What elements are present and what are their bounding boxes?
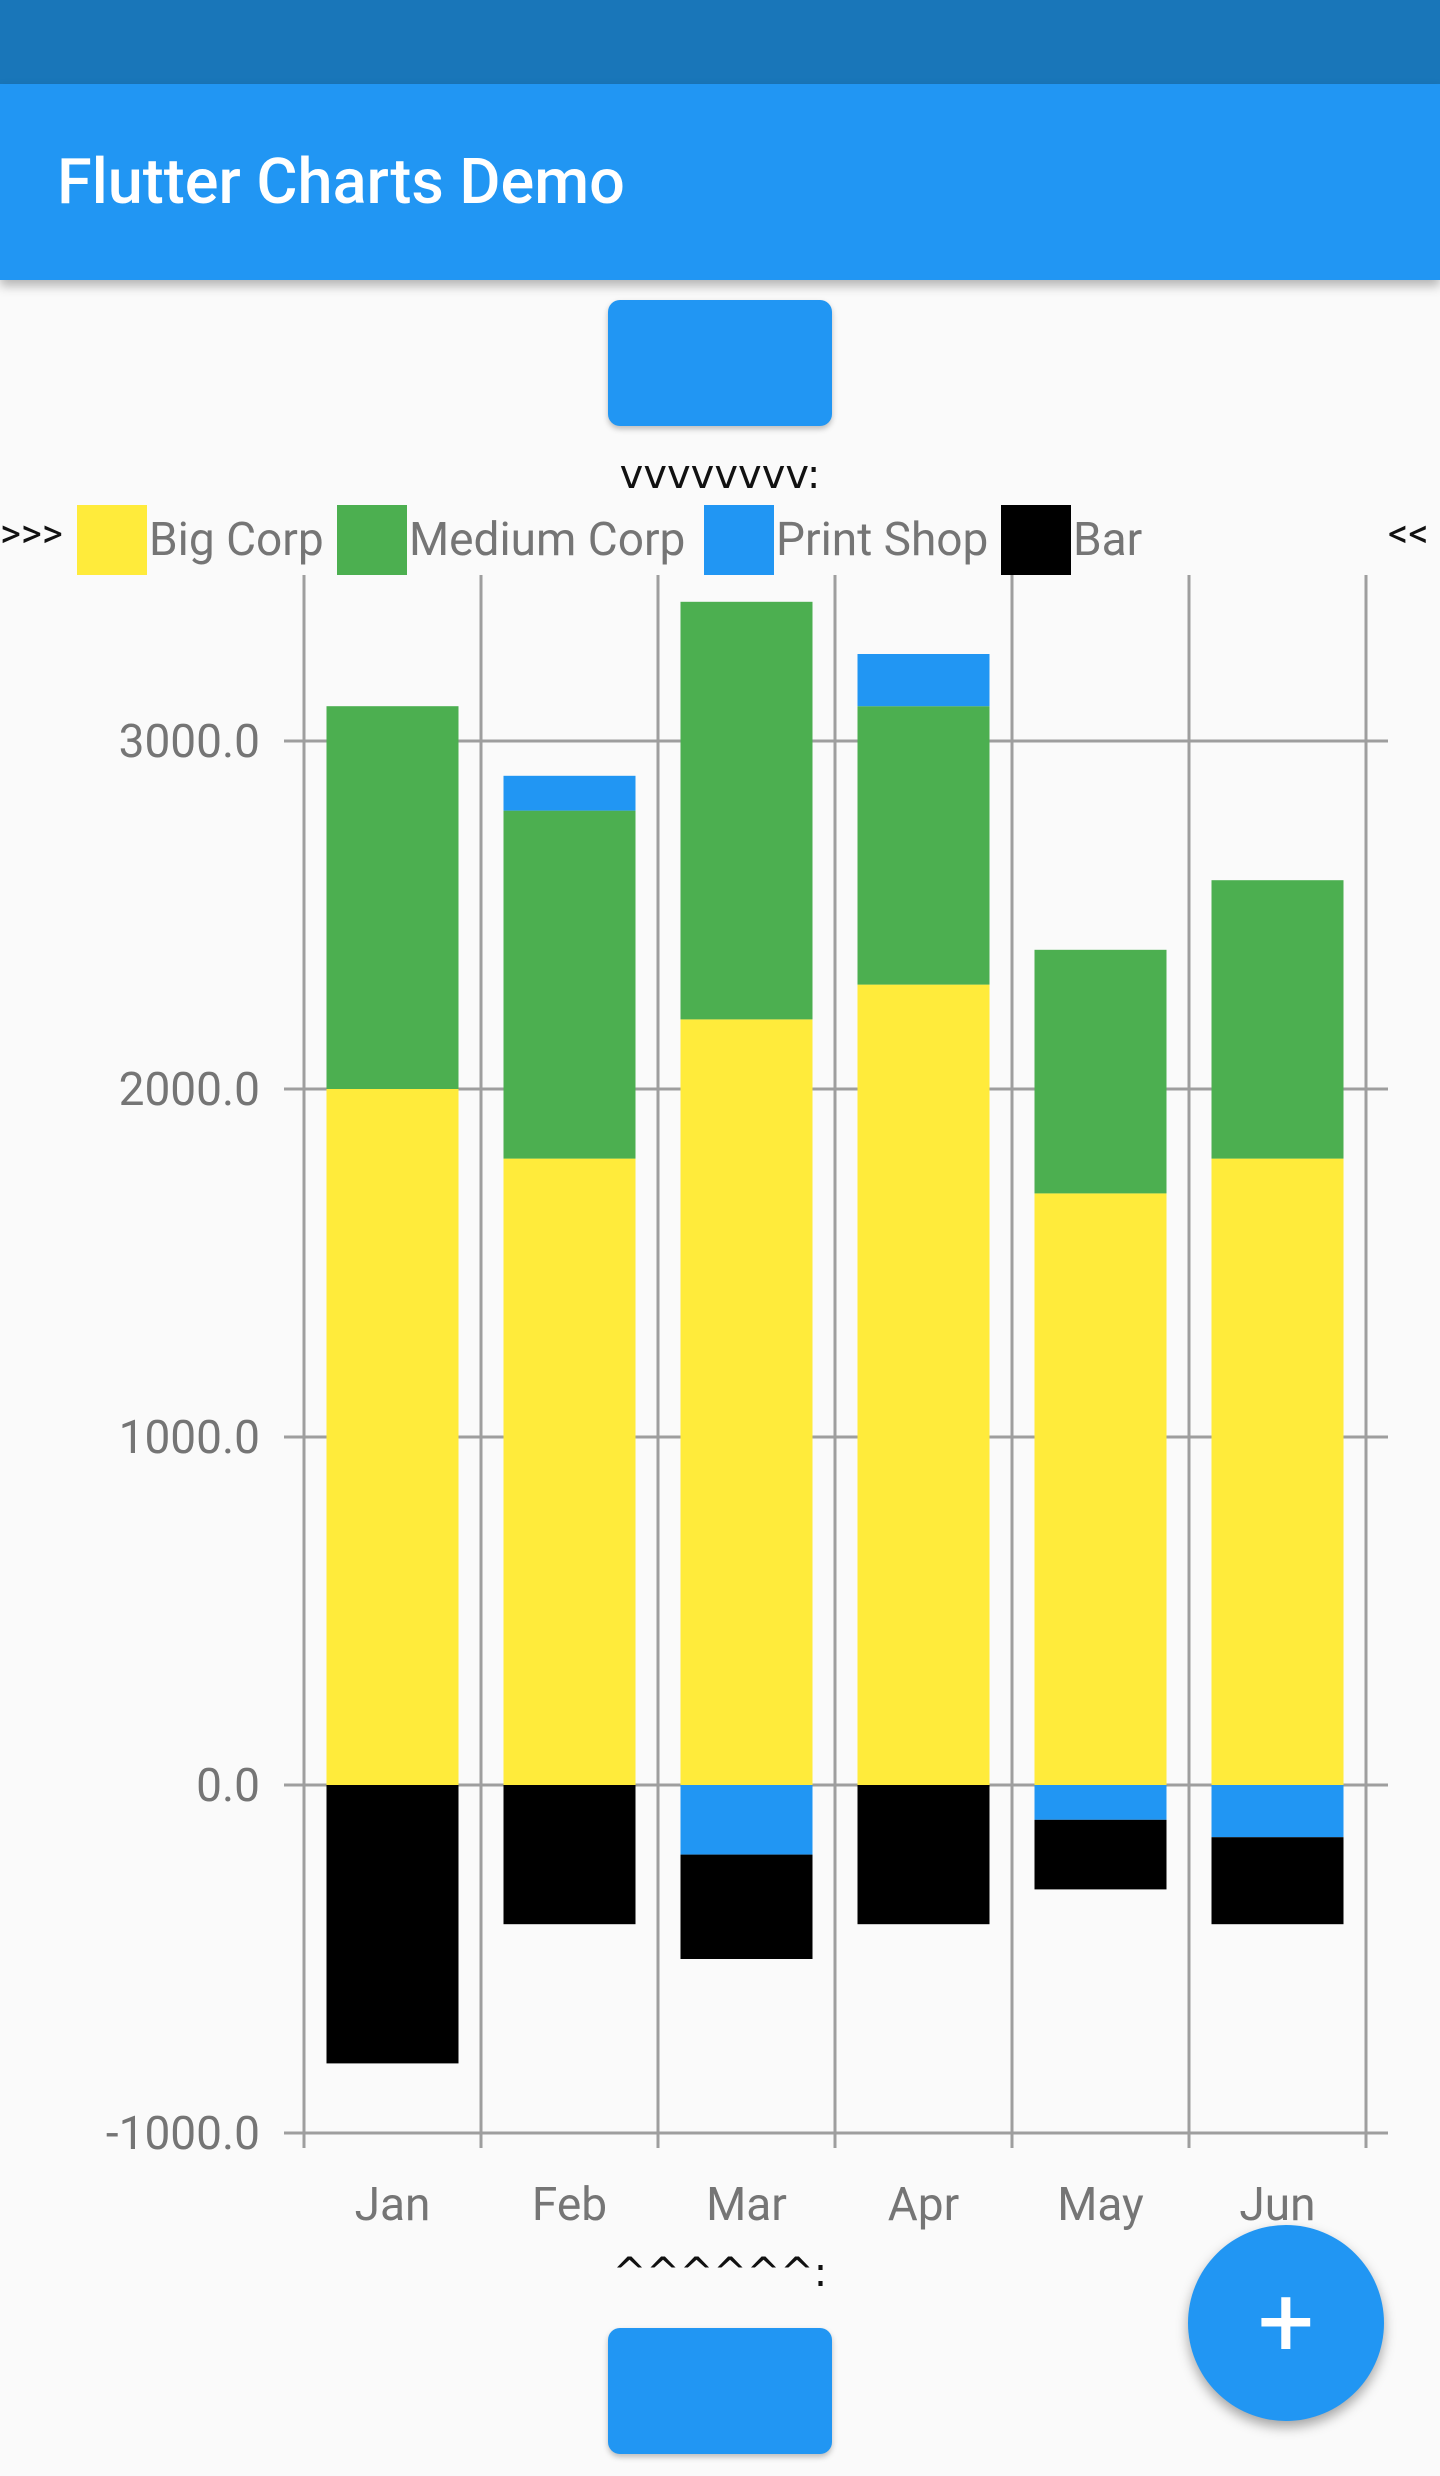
status-bar (0, 0, 1440, 84)
y-tick-label: -1000.0 (106, 2107, 260, 2161)
bar-segment (857, 706, 990, 985)
bar-segment (1211, 1158, 1344, 1785)
top-marker-text: vvvvvvvv: (619, 452, 821, 498)
legend-item-bar[interactable]: Bar (1001, 505, 1142, 575)
bar-segment (1211, 1785, 1344, 1838)
legend-label: Medium Corp (409, 513, 686, 567)
bar-segment (1034, 1193, 1167, 1785)
left-marker-text: >>> (0, 510, 63, 557)
right-marker-text: << (1388, 510, 1429, 557)
legend-swatch (1001, 505, 1071, 575)
bottom-marker-text: ^^^^^^: (612, 2250, 828, 2296)
bar-segment (503, 810, 636, 1159)
y-tick-label: 1000.0 (119, 1411, 260, 1465)
bar-segment (326, 1785, 459, 2064)
bar-segment (1034, 949, 1167, 1194)
legend-item-medium-corp[interactable]: Medium Corp (337, 505, 685, 575)
x-tick-label: Jan (355, 2178, 431, 2232)
x-tick-label: Mar (706, 2178, 787, 2232)
bar-segment (1034, 1785, 1167, 1820)
legend-label: Bar (1073, 513, 1143, 567)
x-tick-label: Apr (888, 2178, 959, 2232)
bar-segment (680, 601, 813, 1020)
bottom-button[interactable] (608, 2328, 832, 2454)
app-title: Flutter Charts Demo (57, 146, 625, 219)
x-tick-label: May (1057, 2178, 1144, 2232)
bar-segment (680, 1019, 813, 1785)
legend-label: Print Shop (776, 513, 989, 567)
bar-segment (326, 706, 459, 1089)
bar-segment (1211, 1837, 1344, 1925)
stacked-bar-chart: 3000.0 2000.0 1000.0 0.0 -1000.0 Jan Feb Mar Apr… (106, 575, 1388, 2232)
bar-segment (857, 984, 990, 1785)
bar-segment (680, 1854, 813, 1959)
legend-swatch (704, 505, 774, 575)
top-button[interactable] (608, 300, 832, 426)
legend-swatch (337, 505, 407, 575)
bar-segment (1034, 1819, 1167, 1890)
x-tick-label: Feb (532, 2178, 607, 2232)
y-tick-label: 3000.0 (119, 715, 260, 769)
bar-segment (1211, 880, 1344, 1159)
x-tick-label: Jun (1239, 2178, 1315, 2232)
bar-segment (857, 1785, 990, 1925)
legend-item-big-corp[interactable]: Big Corp (77, 505, 324, 575)
legend-swatch (77, 505, 147, 575)
y-tick-label: 0.0 (196, 1759, 260, 1813)
add-fab-button[interactable]: + (1188, 2225, 1384, 2421)
legend-item-print-shop[interactable]: Print Shop (704, 505, 988, 575)
legend-label: Big Corp (149, 513, 324, 567)
plus-icon: + (1257, 2264, 1315, 2381)
y-tick-label: 2000.0 (119, 1063, 260, 1117)
bar-segment (857, 654, 990, 707)
bar-segment (503, 1158, 636, 1785)
bar-segment (503, 775, 636, 811)
app-bar: Flutter Charts Demo (0, 84, 1440, 280)
bar-segment (326, 1089, 459, 1785)
bar-segment (503, 1785, 636, 1925)
bar-segment (680, 1785, 813, 1855)
